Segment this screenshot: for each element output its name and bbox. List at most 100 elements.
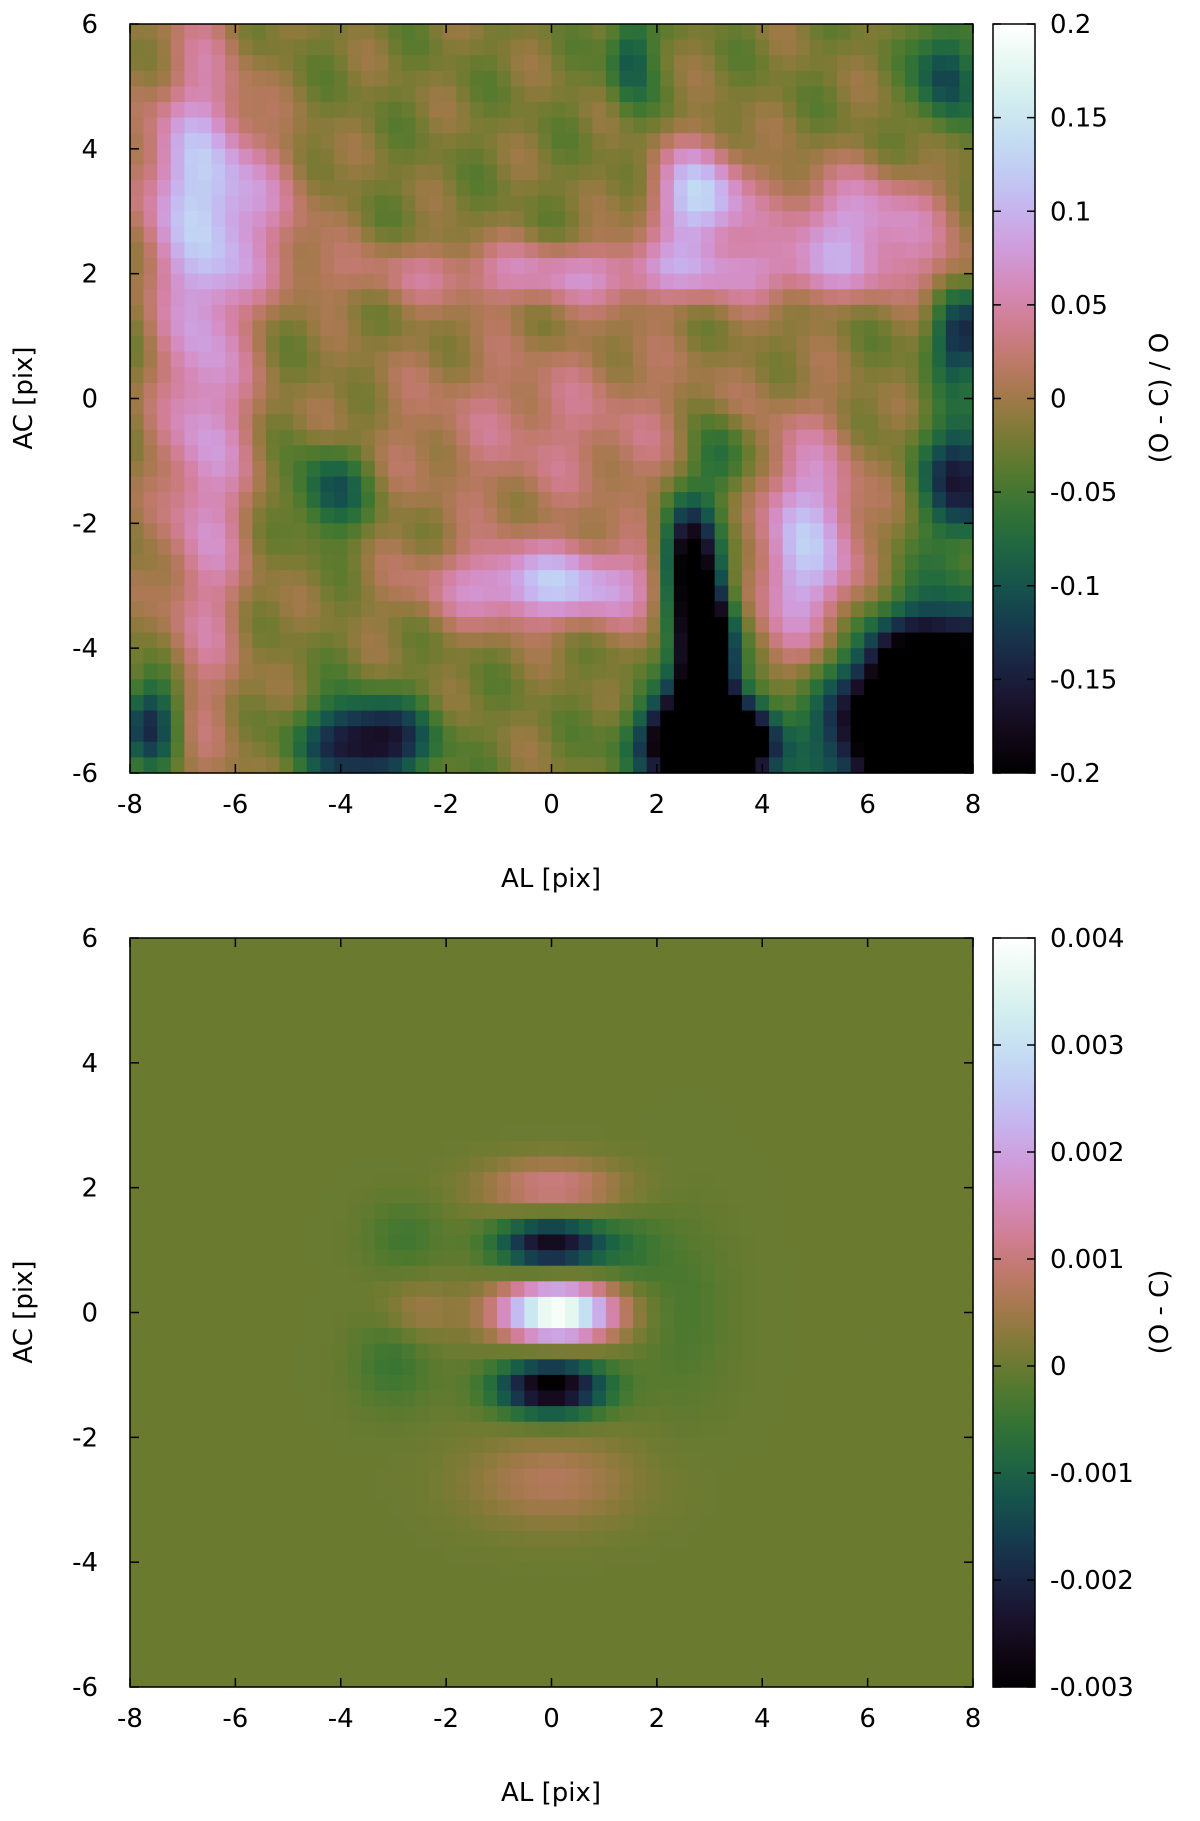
heatmap-cell bbox=[537, 476, 553, 493]
heatmap-cell bbox=[279, 538, 294, 556]
heatmap-cell bbox=[877, 242, 893, 259]
heatmap-cell bbox=[510, 1343, 525, 1360]
heatmap-cell bbox=[279, 710, 294, 727]
heatmap-cell bbox=[537, 320, 553, 337]
heatmap-cell bbox=[864, 1094, 879, 1111]
heatmap-cell bbox=[755, 694, 770, 712]
heatmap-cell bbox=[401, 616, 417, 634]
heatmap-cell bbox=[415, 445, 430, 462]
heatmap-cell bbox=[306, 1296, 321, 1314]
heatmap-cell bbox=[524, 1078, 539, 1095]
heatmap-cell bbox=[891, 55, 906, 72]
heatmap-cell bbox=[864, 570, 879, 587]
heatmap-cell bbox=[945, 953, 961, 970]
heatmap-cell bbox=[197, 523, 213, 540]
heatmap-cell bbox=[905, 351, 920, 368]
heatmap-cell bbox=[592, 570, 607, 587]
heatmap-cell bbox=[524, 726, 539, 743]
heatmap-cell bbox=[415, 694, 430, 712]
heatmap-cell bbox=[565, 1203, 580, 1220]
heatmap-cell bbox=[510, 226, 525, 244]
heatmap-cell bbox=[714, 1234, 729, 1251]
heatmap-cell bbox=[605, 953, 621, 970]
heatmap-cell bbox=[565, 180, 580, 197]
heatmap-cell bbox=[578, 1078, 593, 1095]
heatmap-cell bbox=[157, 1265, 172, 1282]
heatmap-cell bbox=[157, 1312, 172, 1329]
heatmap-cell bbox=[769, 710, 784, 727]
heatmap-cell bbox=[456, 741, 471, 758]
heatmap-cell bbox=[537, 616, 553, 634]
colorbar-tick-label: 0 bbox=[1050, 385, 1067, 415]
heatmap-cell bbox=[388, 1187, 403, 1204]
heatmap-cell bbox=[905, 1000, 920, 1017]
heatmap-cell bbox=[238, 1328, 253, 1345]
heatmap-cell bbox=[469, 1047, 485, 1064]
heatmap-cell bbox=[660, 445, 675, 462]
heatmap-cell bbox=[809, 726, 825, 743]
heatmap-cell bbox=[347, 180, 362, 197]
heatmap-cell bbox=[714, 195, 729, 212]
heatmap-cell bbox=[796, 1187, 811, 1204]
heatmap-cell bbox=[157, 492, 172, 509]
heatmap-cell bbox=[796, 694, 811, 712]
heatmap-cell bbox=[238, 938, 253, 955]
heatmap-cell bbox=[565, 460, 580, 478]
heatmap-cell bbox=[279, 414, 294, 431]
heatmap-cell bbox=[238, 429, 253, 446]
heatmap-cell bbox=[578, 1203, 593, 1220]
heatmap-cell bbox=[374, 398, 389, 415]
heatmap-cell bbox=[809, 148, 825, 166]
heatmap-cell bbox=[646, 1312, 661, 1329]
heatmap-cell bbox=[605, 1203, 621, 1220]
heatmap-cell bbox=[469, 445, 485, 462]
heatmap-cell bbox=[374, 1125, 389, 1142]
heatmap-cell bbox=[837, 570, 852, 587]
heatmap-cell bbox=[293, 273, 308, 290]
heatmap-cell bbox=[524, 741, 539, 758]
heatmap-cell bbox=[497, 757, 512, 774]
heatmap-cell bbox=[687, 969, 702, 986]
heatmap-cell bbox=[429, 492, 444, 509]
heatmap-cell bbox=[510, 663, 525, 680]
heatmap-cell bbox=[809, 570, 825, 587]
heatmap-cell bbox=[483, 1109, 498, 1126]
heatmap-cell bbox=[238, 1250, 253, 1267]
heatmap-cell bbox=[415, 1031, 430, 1048]
heatmap-cell bbox=[347, 39, 362, 56]
heatmap-cell bbox=[130, 226, 145, 244]
heatmap-cell bbox=[184, 632, 199, 649]
heatmap-cell bbox=[456, 304, 471, 322]
heatmap-cell bbox=[837, 757, 852, 774]
heatmap-cell bbox=[619, 523, 634, 540]
heatmap-cell bbox=[687, 648, 702, 665]
heatmap-cell bbox=[864, 289, 879, 306]
heatmap-cell bbox=[429, 39, 444, 56]
heatmap-cell bbox=[864, 1265, 879, 1282]
heatmap-cell bbox=[932, 1250, 947, 1267]
heatmap-cell bbox=[850, 289, 865, 306]
heatmap-cell bbox=[605, 382, 621, 400]
heatmap-cell bbox=[211, 538, 226, 556]
heatmap-cell bbox=[619, 741, 634, 758]
heatmap-cell bbox=[197, 429, 213, 446]
heatmap-cell bbox=[333, 1203, 349, 1220]
heatmap-cell bbox=[741, 1390, 757, 1407]
heatmap-cell bbox=[415, 1390, 430, 1407]
heatmap-cell bbox=[306, 938, 321, 955]
heatmap-cell bbox=[320, 1265, 335, 1282]
heatmap-cell bbox=[945, 1078, 961, 1095]
heatmap-cell bbox=[592, 1000, 607, 1017]
heatmap-cell bbox=[130, 492, 145, 509]
heatmap-cell bbox=[211, 726, 226, 743]
heatmap-cell bbox=[646, 1125, 661, 1142]
heatmap-cell bbox=[837, 1109, 852, 1126]
heatmap-cell bbox=[592, 351, 607, 368]
heatmap-cell bbox=[469, 969, 485, 986]
heatmap-cell bbox=[524, 616, 539, 634]
heatmap-cell bbox=[347, 195, 362, 212]
heatmap-cell bbox=[877, 694, 893, 712]
heatmap-cell bbox=[252, 242, 267, 259]
heatmap-cell bbox=[265, 39, 281, 56]
heatmap-cell bbox=[333, 741, 349, 758]
